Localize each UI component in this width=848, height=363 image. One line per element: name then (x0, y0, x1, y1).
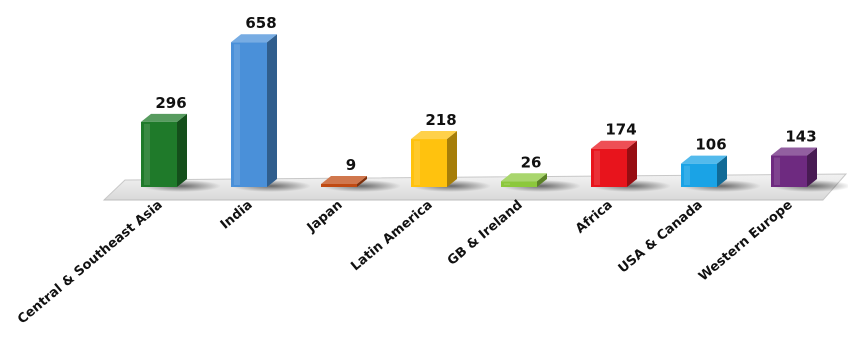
bar-4 (411, 131, 491, 192)
bar-highlight (234, 44, 240, 185)
category-label-5: GB & Ireland (445, 198, 526, 269)
value-label-5: 26 (521, 153, 542, 171)
bar-front (591, 148, 627, 187)
value-label-3: 9 (346, 156, 356, 174)
bar-6 (591, 140, 671, 192)
bar-highlight (504, 183, 510, 185)
bar-front (141, 121, 177, 187)
bar-side (267, 34, 277, 187)
category-label-8: Western Europe (696, 197, 796, 284)
bar-1 (141, 113, 221, 192)
bar-top (591, 140, 637, 149)
bar-highlight (684, 165, 690, 185)
category-label-7: USA & Canada (616, 198, 706, 277)
bar-highlight (144, 123, 150, 185)
bar-front (771, 155, 807, 187)
bar-2 (231, 34, 311, 192)
bar-front (501, 181, 537, 187)
bar-highlight (594, 150, 600, 185)
category-label-3: Japan (304, 198, 346, 236)
value-label-6: 174 (605, 121, 636, 139)
bar-top (321, 176, 367, 184)
value-label-4: 218 (425, 111, 456, 129)
bar-side (447, 131, 457, 187)
bar-highlight (774, 157, 780, 185)
category-label-4: Latin America (348, 198, 435, 275)
bar-side (717, 155, 727, 187)
value-label-7: 106 (695, 136, 726, 154)
bar-top (771, 147, 817, 156)
category-label-2: India (218, 198, 256, 233)
bar-side (357, 176, 367, 187)
category-label-1: Central & Southeast Asia (15, 198, 166, 328)
value-label-8: 143 (785, 128, 816, 146)
bar-side (537, 173, 547, 187)
bar-front (411, 139, 447, 187)
bar-8 (771, 147, 848, 192)
bar-top (141, 113, 187, 122)
bar-front (321, 184, 357, 187)
bar-front (231, 42, 267, 187)
bar-front (681, 163, 717, 187)
bar-top (501, 173, 547, 182)
bar-5 (501, 173, 581, 192)
value-label-2: 658 (245, 14, 276, 32)
bar-highlight (414, 141, 420, 185)
bar-side (807, 147, 817, 187)
bar-side (627, 140, 637, 187)
bar-top (411, 131, 457, 140)
bar-side (177, 113, 187, 187)
bar-top (231, 34, 277, 43)
bar-top (681, 155, 727, 164)
category-label-6: Africa (573, 198, 616, 237)
value-label-1: 296 (155, 94, 186, 112)
bar-7 (681, 155, 761, 192)
bar-3 (321, 176, 401, 192)
